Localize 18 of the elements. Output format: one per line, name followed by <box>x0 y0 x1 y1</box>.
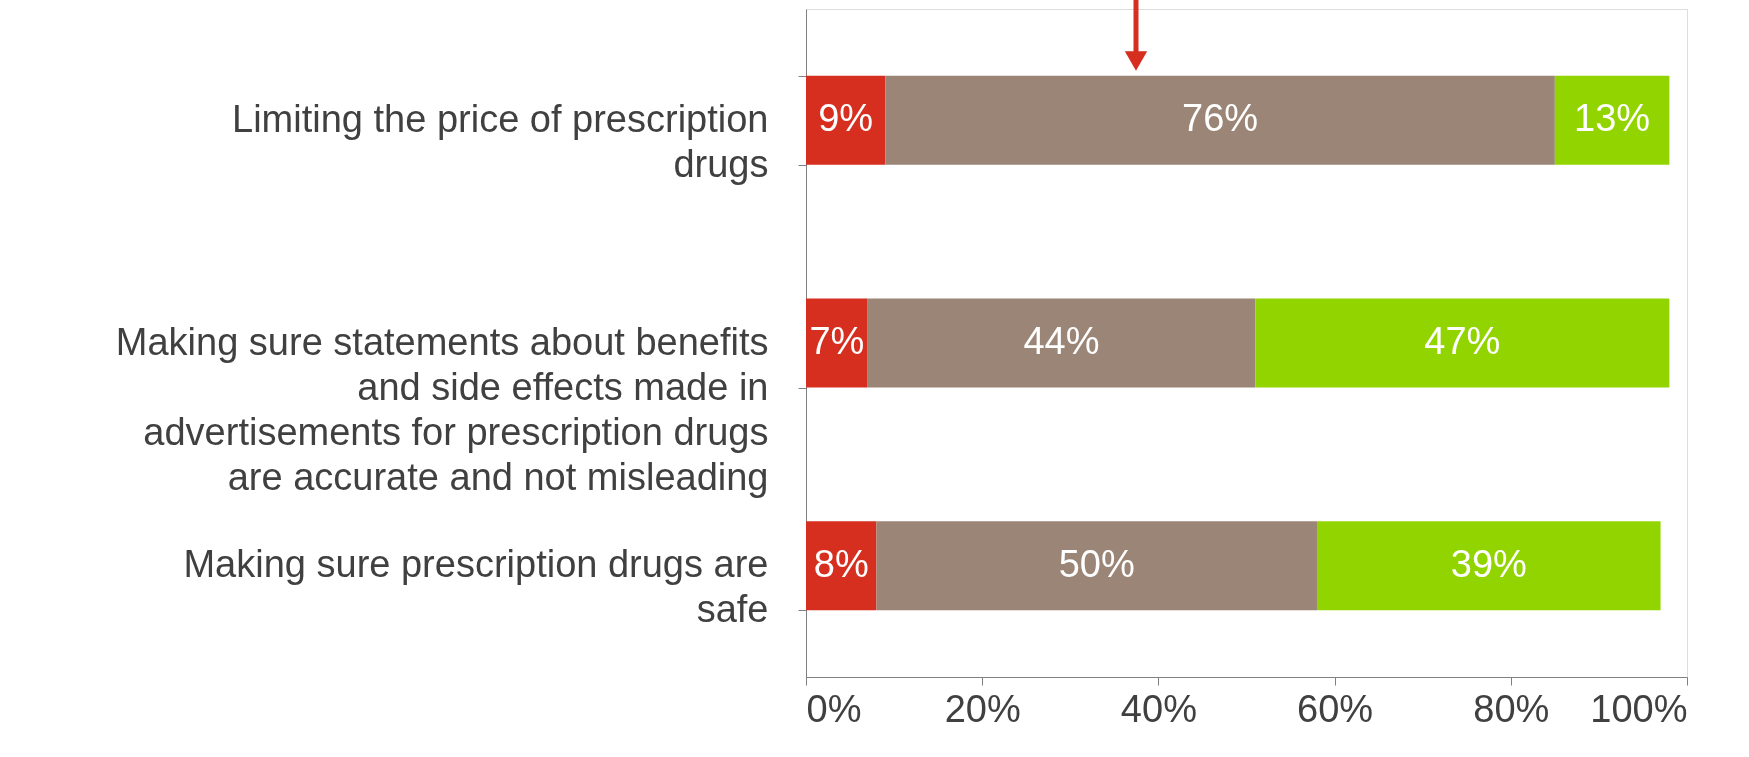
data-label: 39% <box>1450 542 1527 585</box>
data-label: 8% <box>813 542 869 585</box>
data-label: 7% <box>809 320 865 362</box>
y-tick-label: Making sure prescription drugs are safe <box>183 543 769 631</box>
x-tick-label: 20% <box>944 687 1021 730</box>
data-label: 76% <box>1182 97 1259 140</box>
data-label: 44% <box>1023 320 1100 362</box>
x-tick-label: 40% <box>1120 687 1197 730</box>
y-tick-label: Making sure statements about benefits and side effects made in advertisements for prescription drugs are accurate and not misleading <box>115 320 769 498</box>
x-tick-label: 100% <box>1590 687 1688 730</box>
x-tick-label: 0% <box>806 687 862 730</box>
data-label: 9% <box>818 97 874 140</box>
data-label: 47% <box>1424 320 1501 362</box>
data-label: 13% <box>1574 97 1651 140</box>
data-label: 50% <box>1058 542 1135 585</box>
y-tick-label: Limiting the price of prescription drugs <box>232 97 769 185</box>
x-tick-label: 80% <box>1473 687 1550 730</box>
x-tick-label: 60% <box>1297 687 1374 730</box>
